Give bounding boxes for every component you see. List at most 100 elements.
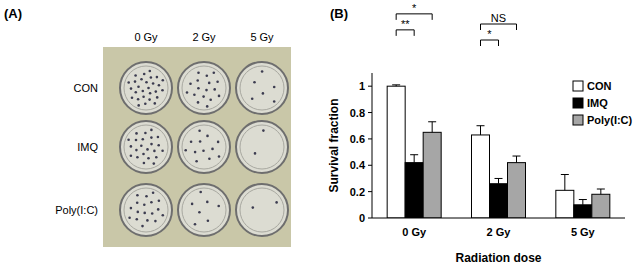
colony — [151, 212, 154, 215]
error-stem — [432, 122, 433, 133]
dish-rim — [182, 188, 226, 232]
colony — [275, 201, 278, 204]
colony — [194, 223, 197, 226]
colony — [186, 91, 189, 94]
colony — [142, 96, 145, 99]
bar — [574, 205, 592, 218]
y-tick — [368, 138, 372, 139]
colony — [147, 87, 150, 90]
figure: (A)0 Gy2 Gy5 GyCONIMQPoly(I:C)(B)00.20.4… — [0, 0, 643, 273]
colony — [141, 225, 144, 228]
bracket-line — [396, 30, 414, 36]
error-stem — [480, 126, 481, 135]
legend-swatch — [573, 98, 583, 108]
colony — [127, 81, 130, 84]
colony — [205, 89, 208, 92]
colony — [137, 104, 140, 107]
colony — [198, 211, 201, 214]
dish — [120, 184, 172, 236]
column-label: 0 Gy — [134, 31, 158, 43]
error-stem — [564, 175, 565, 191]
error-bar — [513, 156, 521, 163]
colony — [137, 85, 140, 88]
colony — [130, 155, 133, 158]
colony — [143, 73, 146, 76]
colony — [152, 82, 155, 85]
dish — [178, 121, 230, 173]
colony — [137, 98, 140, 101]
bar — [556, 190, 574, 218]
colony — [156, 96, 159, 99]
colony — [135, 139, 138, 142]
row-label: IMQ — [77, 141, 98, 153]
colony — [135, 132, 138, 135]
error-cap — [513, 156, 521, 157]
bar — [490, 184, 508, 218]
dish-rim — [124, 66, 168, 110]
colony — [209, 98, 212, 101]
colony — [146, 148, 149, 151]
colony — [207, 219, 210, 222]
colony — [155, 90, 158, 93]
colony — [144, 132, 147, 135]
colony — [218, 155, 221, 158]
colony — [154, 220, 157, 223]
colony — [217, 141, 220, 144]
colony — [145, 81, 148, 84]
colony — [153, 150, 156, 153]
colony — [211, 148, 214, 151]
colony — [155, 156, 158, 159]
bar — [405, 163, 423, 218]
colony — [136, 218, 139, 221]
error-cap — [561, 174, 569, 175]
colony — [157, 144, 160, 147]
significance-bracket — [396, 14, 432, 20]
y-tick — [368, 191, 372, 192]
legend-label: Poly(I:C) — [587, 114, 633, 126]
error-stem — [582, 200, 583, 205]
bracket-line — [481, 40, 499, 46]
dish-rim — [182, 66, 226, 110]
x-tick-label: 0 Gy — [402, 226, 427, 238]
colony — [251, 97, 254, 100]
colony — [128, 217, 131, 220]
error-stem — [516, 156, 517, 163]
row-label: Poly(I:C) — [55, 204, 98, 216]
error-stem — [600, 189, 601, 194]
significance-label: ** — [401, 18, 410, 30]
colony — [142, 90, 145, 93]
colony — [142, 153, 145, 156]
colony — [196, 79, 199, 82]
colony — [147, 157, 150, 160]
colony — [145, 195, 148, 198]
error-cap — [410, 154, 418, 155]
error-bar — [477, 126, 485, 135]
colony — [161, 89, 164, 92]
colony — [150, 129, 153, 132]
row-label: CON — [74, 82, 99, 94]
colony — [149, 70, 152, 73]
dish — [236, 121, 288, 173]
dish — [178, 184, 230, 236]
colony — [218, 95, 221, 98]
error-stem — [498, 178, 499, 183]
colony — [144, 103, 147, 106]
colony — [127, 139, 130, 142]
legend-label: IMQ — [587, 97, 608, 109]
colony — [213, 71, 216, 74]
colony — [216, 80, 219, 83]
y-tick-label: 0.8 — [350, 107, 365, 119]
y-tick-label: 0 — [359, 212, 365, 224]
colony — [134, 74, 137, 77]
colony — [143, 162, 146, 165]
y-axis — [372, 73, 373, 218]
colony — [140, 145, 143, 148]
colony — [195, 160, 198, 163]
dish — [120, 62, 172, 114]
colony — [199, 191, 202, 194]
significance-bracket — [481, 24, 517, 30]
error-cap — [495, 178, 503, 179]
colony — [184, 149, 187, 152]
bar — [508, 163, 526, 218]
error-cap — [392, 84, 400, 85]
